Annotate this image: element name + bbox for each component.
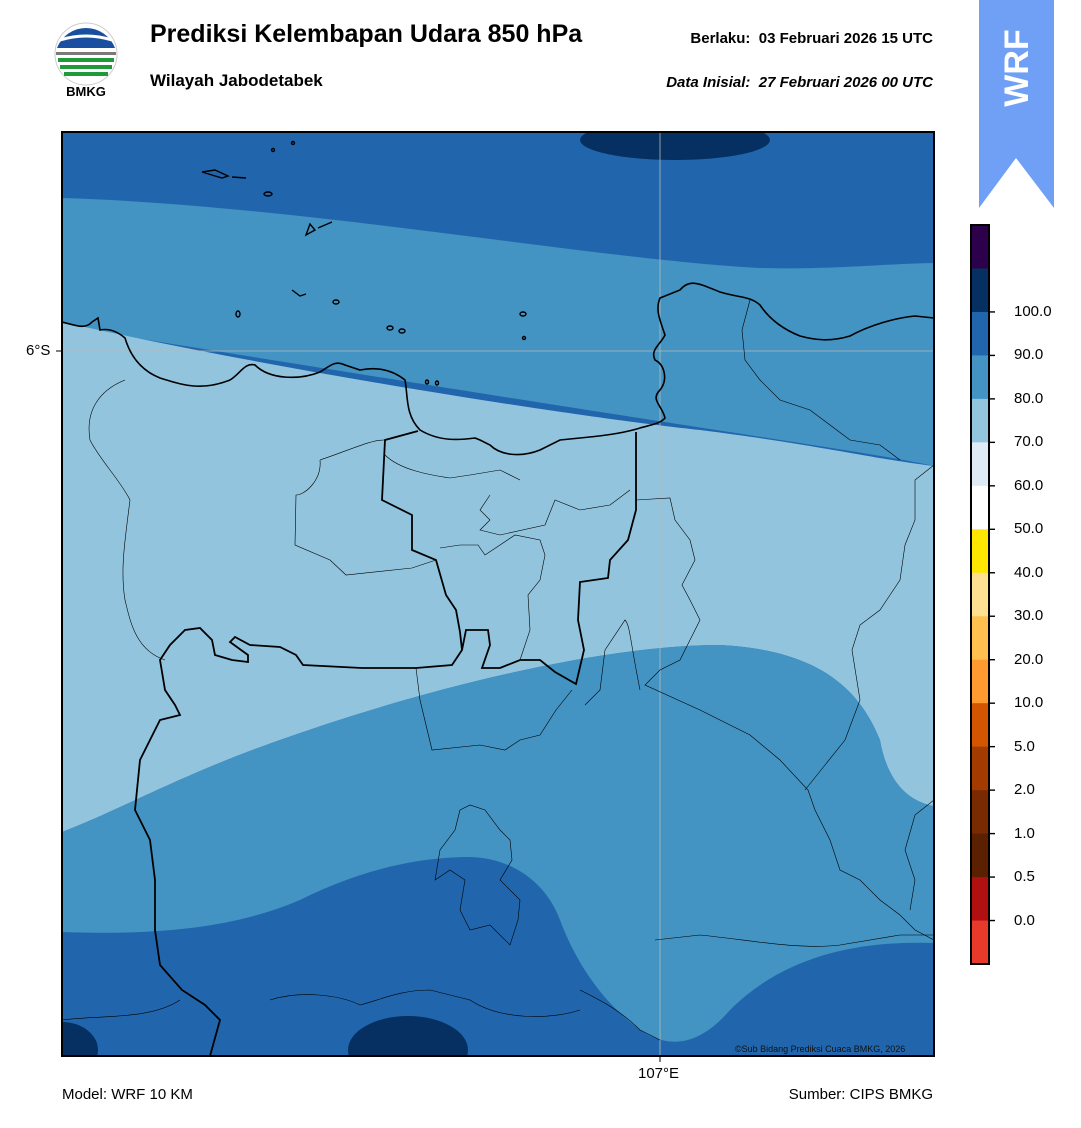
colorbar-tick-label: 2.0 — [1014, 781, 1035, 799]
colorbar-tick-label: 20.0 — [1014, 650, 1044, 668]
valid-time: Berlaku: 03 Februari 2026 15 UTC — [690, 30, 933, 47]
map-subtitle: Wilayah Jabodetabek — [150, 71, 323, 90]
credit-text: ©Sub Bidang Prediksi Cuaca BMKG, 2026 — [735, 1044, 906, 1054]
colorbar-tick-label: 40.0 — [1014, 563, 1044, 581]
colorbar-tick-label: 100.0 — [1014, 302, 1052, 320]
wrf-badge: WRF — [979, 0, 1054, 208]
latitude-label: 6°S — [26, 342, 51, 359]
initial-data-time: Data Inisial: 27 Februari 2026 00 UTC — [666, 74, 933, 91]
province-border — [134, 430, 637, 1056]
colorbar-tick-label: 1.0 — [1014, 824, 1035, 842]
colorbar-tick-label: 30.0 — [1014, 607, 1044, 625]
source-info: Sumber: CIPS BMKG — [788, 1086, 933, 1103]
humidity-band-90-100-corner — [62, 1022, 98, 1056]
humidity-band-60-70 — [62, 322, 934, 832]
colorbar-tick-label: 70.0 — [1014, 433, 1044, 451]
humidity-band-90-100-top — [580, 132, 770, 160]
colorbar-tick-label: 10.0 — [1014, 694, 1044, 712]
map-title: Prediksi Kelembapan Udara 850 hPa — [150, 20, 583, 48]
logo-text: BMKG — [66, 84, 106, 99]
colorbar-tick-label: 90.0 — [1014, 346, 1044, 364]
colorbar-tick-label: 0.5 — [1014, 868, 1035, 886]
model-info: Model: WRF 10 KM — [62, 1086, 193, 1103]
colorbar-tick-label: 5.0 — [1014, 737, 1035, 755]
colorbar-tick-label: 50.0 — [1014, 520, 1044, 538]
district-borders — [62, 299, 934, 1041]
humidity-band-70-80-north — [62, 198, 934, 466]
colorbar-tick-label: 80.0 — [1014, 389, 1044, 407]
wrf-badge-text: WRF — [998, 29, 1036, 106]
humidity-band-90-100-bottom — [348, 1016, 468, 1056]
humidity-band-70-80-south — [62, 645, 934, 1042]
colorbar-tick-label: 60.0 — [1014, 476, 1044, 494]
bmkg-logo — [54, 22, 118, 86]
longitude-label: 107°E — [638, 1065, 680, 1082]
map-frame — [61, 131, 935, 1057]
thousand-islands — [201, 140, 527, 386]
coastline — [62, 282, 934, 456]
colorbar-tick-label: 0.0 — [1014, 911, 1035, 929]
